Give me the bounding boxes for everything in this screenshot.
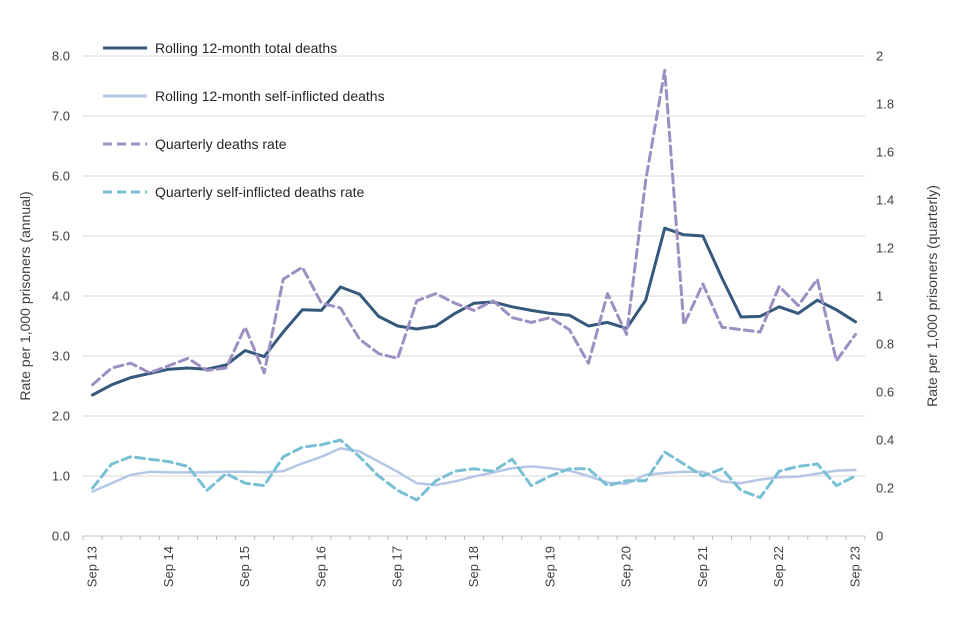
chart-legend: Rolling 12-month total deaths Rolling 12… xyxy=(103,39,385,200)
svg-text:1.2: 1.2 xyxy=(876,241,894,256)
svg-text:Rate per 1,000 prisoners (annu: Rate per 1,000 prisoners (annual) xyxy=(17,191,33,400)
svg-text:1.4: 1.4 xyxy=(876,193,894,208)
legend-item-quarterly-self-inflicted: Quarterly self-inflicted deaths rate xyxy=(103,183,385,200)
legend-item-quarterly-deaths: Quarterly deaths rate xyxy=(103,135,385,152)
solid-line-swatch-icon xyxy=(103,93,147,99)
svg-text:0.0: 0.0 xyxy=(52,529,70,544)
legend-label: Quarterly self-inflicted deaths rate xyxy=(155,183,365,200)
svg-text:0: 0 xyxy=(876,529,883,544)
svg-text:Sep 15: Sep 15 xyxy=(237,546,252,587)
svg-text:0.8: 0.8 xyxy=(876,337,894,352)
svg-text:1.0: 1.0 xyxy=(52,469,70,484)
svg-text:6.0: 6.0 xyxy=(52,169,70,184)
svg-text:Sep 13: Sep 13 xyxy=(85,546,100,587)
svg-text:Sep 18: Sep 18 xyxy=(466,546,481,587)
svg-text:Sep 14: Sep 14 xyxy=(161,546,176,587)
svg-text:Sep 16: Sep 16 xyxy=(313,546,328,587)
svg-text:7.0: 7.0 xyxy=(52,109,70,124)
solid-line-swatch-icon xyxy=(103,45,147,51)
legend-label: Rolling 12-month self-inflicted deaths xyxy=(155,87,385,104)
svg-text:5.0: 5.0 xyxy=(52,229,70,244)
svg-text:Sep 22: Sep 22 xyxy=(771,546,786,587)
dashed-line-swatch-icon xyxy=(103,141,147,147)
legend-label: Rolling 12-month total deaths xyxy=(155,39,338,56)
svg-text:1: 1 xyxy=(876,289,883,304)
svg-text:4.0: 4.0 xyxy=(52,289,70,304)
svg-text:0.6: 0.6 xyxy=(876,385,894,400)
svg-text:Sep 17: Sep 17 xyxy=(390,546,405,587)
svg-text:Sep 21: Sep 21 xyxy=(695,546,710,587)
svg-text:Rate per 1,000 prisoners (quar: Rate per 1,000 prisoners (quarterly) xyxy=(924,185,940,407)
svg-text:Sep 19: Sep 19 xyxy=(542,546,557,587)
svg-text:1.8: 1.8 xyxy=(876,97,894,112)
svg-text:2.0: 2.0 xyxy=(52,409,70,424)
svg-text:Sep 23: Sep 23 xyxy=(847,546,862,587)
svg-text:2: 2 xyxy=(876,49,883,64)
legend-item-self-inflicted-deaths: Rolling 12-month self-inflicted deaths xyxy=(103,87,385,104)
svg-text:8.0: 8.0 xyxy=(52,49,70,64)
svg-text:0.4: 0.4 xyxy=(876,433,894,448)
svg-text:1.6: 1.6 xyxy=(876,145,894,160)
legend-item-total-deaths: Rolling 12-month total deaths xyxy=(103,39,385,56)
svg-text:0.2: 0.2 xyxy=(876,481,894,496)
legend-label: Quarterly deaths rate xyxy=(155,135,287,152)
svg-text:Sep 20: Sep 20 xyxy=(619,546,634,587)
dashed-line-swatch-icon xyxy=(103,189,147,195)
svg-text:3.0: 3.0 xyxy=(52,349,70,364)
